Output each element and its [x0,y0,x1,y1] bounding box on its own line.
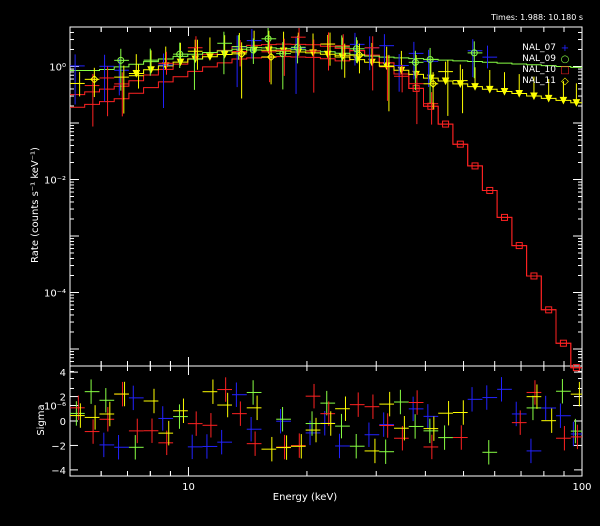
nal-11-upper-limit [530,92,538,101]
nal-10-marker [442,120,450,128]
nal-11-upper-limit [206,53,214,61]
nal-11-upper-limit [559,96,568,105]
legend: NAL_07 + NAL_09 ○ NAL_10 □ NAL_11 ◇ [522,43,570,87]
nal-11-upper-limit [427,74,435,83]
time-label: Times: 1.988: 10.180 s [490,13,583,22]
nal-11-upper-limit [471,83,479,91]
x-tick-label: 100 [572,482,591,493]
nal-11-upper-limit [132,70,141,78]
nal-10-marker [572,364,580,372]
data-series [70,28,582,465]
nal-10-marker [500,213,508,221]
nal-11-marker [237,49,246,59]
nal-10-marker [559,339,567,347]
nal-11-upper-limit [515,89,524,98]
model-nal-10-alt [70,50,582,369]
nal-09-marker [294,43,302,51]
y-tick-label: 10⁰ [49,62,66,73]
legend-label-nal-11: NAL_11 [522,76,556,86]
legend-symbol-nal-07: + [561,43,569,54]
nal-11-upper-limit [485,85,494,94]
nal-11-upper-limit [323,50,332,59]
residual-panel-frame [69,365,583,477]
nal-11-upper-limit [397,66,406,75]
nal-11-upper-limit [412,70,420,79]
nal-11-upper-limit [572,99,581,107]
y-axis-label-sigma: Sigma [36,404,47,435]
nal-10-marker [530,272,538,280]
nal-11-upper-limit [147,66,155,74]
nal-09-marker [117,56,125,64]
nal-10-marker [486,186,494,194]
nal-11-upper-limit [500,88,509,96]
nal-11-marker [266,52,276,62]
y-axis-label-rate: Rate (counts s⁻¹ keV⁻¹) [30,147,41,263]
rate-panel-frame [69,26,583,367]
rate-panel: 10⁰ 10⁻² 10⁻⁴ 10⁻⁶ [44,26,583,476]
nal-09-marker [176,50,184,58]
legend-symbol-nal-09: ○ [561,54,570,65]
nal-10-marker [456,140,464,148]
nal-09-marker [264,35,272,43]
nal-11-marker [90,75,99,84]
legend-symbol-nal-11: ◇ [561,76,569,87]
nal-09-marker [249,46,257,54]
sigma-tick-label: 0 [60,417,66,428]
x-tick-label: 10 [182,482,195,493]
legend-label-nal-09: NAL_09 [522,54,556,64]
nal-10-marker [515,242,523,250]
nal-11-upper-limit [220,51,229,59]
nal-09-marker [470,49,478,57]
nal-09-marker [426,55,434,63]
legend-label-nal-10: NAL_10 [522,65,556,75]
sigma-tick-label: −4 [51,466,66,477]
sigma-tick-label: 2 [60,393,66,404]
nal-11-marker [428,79,438,88]
nal-11-upper-limit [441,77,450,86]
legend-label-nal-07: NAL_07 [522,43,556,53]
y-tick-label: 10⁻² [44,175,66,186]
sigma-tick-label: 4 [60,368,66,379]
nal-10-marker [545,306,553,314]
nal-11-upper-limit [368,58,376,67]
nal-11-upper-limit [544,94,553,103]
nal-11-upper-limit [265,46,273,55]
residual-panel: 10 100 −4 −2 0 2 4 [51,365,592,493]
legend-symbol-nal-10: □ [560,65,569,76]
sigma-tick-label: −2 [51,441,66,452]
nal-11-marker [355,50,364,60]
y-tick-label: 10⁻⁴ [44,288,66,299]
nal-09-marker [411,58,419,66]
nal-10-marker [412,84,420,92]
nal-11-upper-limit [176,58,185,67]
y-tick-label: 10⁻⁶ [44,401,66,412]
nal-10-marker [471,162,479,170]
x-axis-label: Energy (keV) [273,492,338,503]
